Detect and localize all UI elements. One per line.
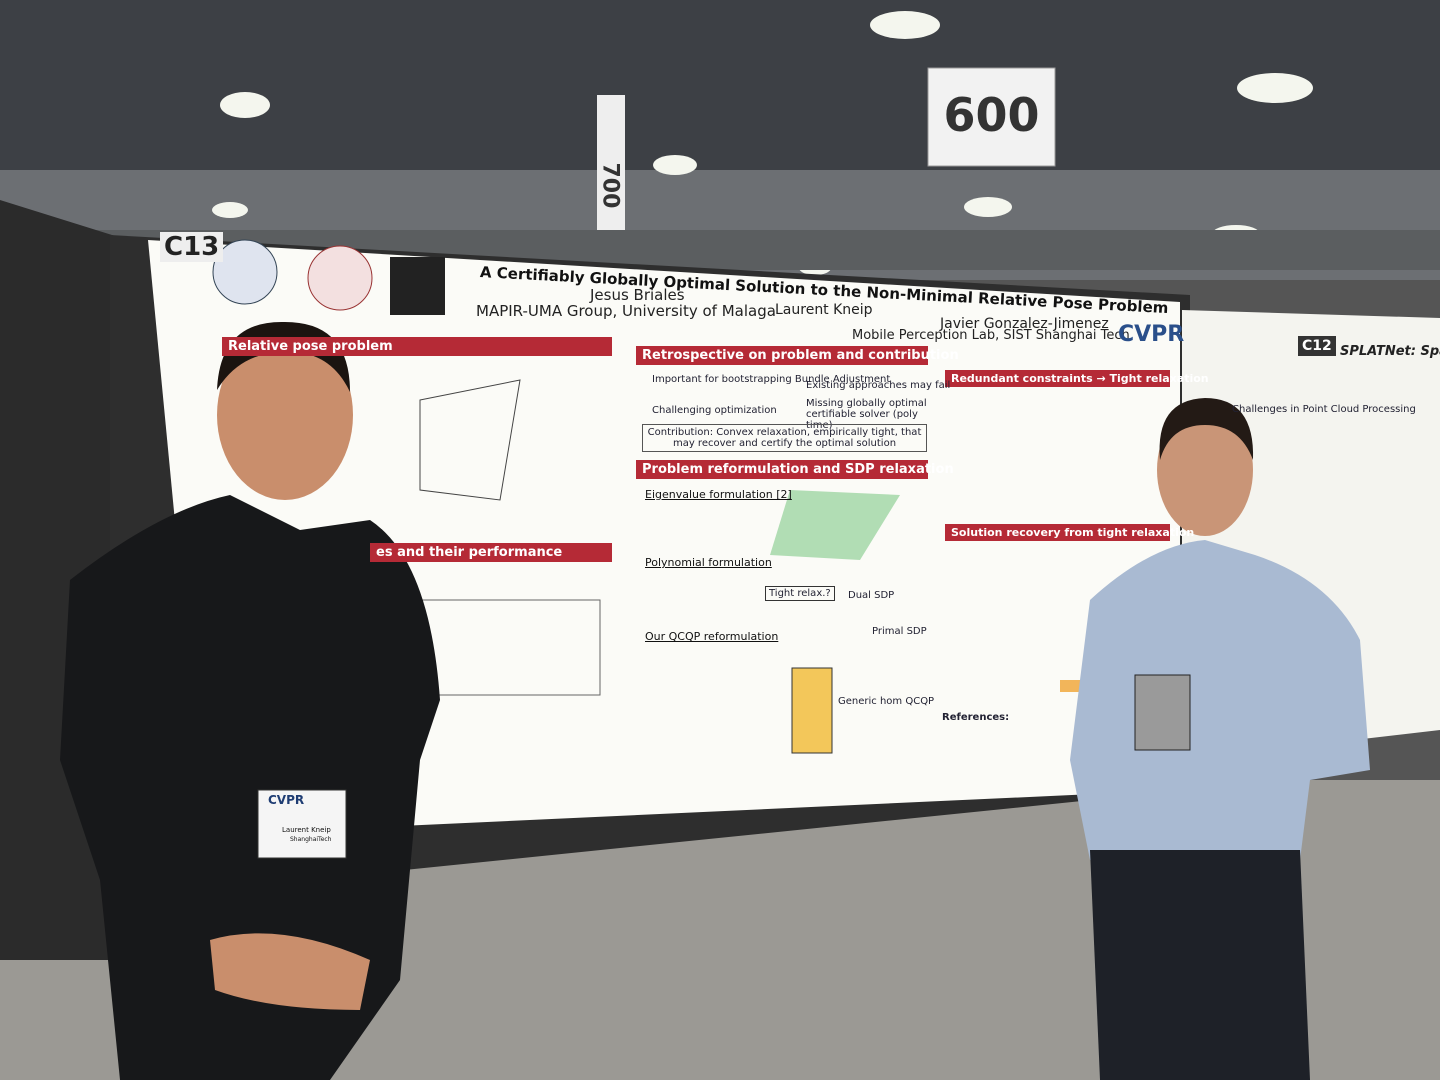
sign-700 bbox=[597, 95, 625, 255]
author: Laurent Kneip bbox=[775, 302, 873, 318]
person-left-head bbox=[217, 330, 353, 500]
subheading: Dual SDP bbox=[848, 590, 895, 601]
qr-code bbox=[390, 257, 445, 315]
sign-hall: 600 bbox=[943, 88, 1040, 142]
person-left-shirt bbox=[60, 495, 440, 1080]
section-header: Redundant constraints → Tight relaxation bbox=[945, 370, 1209, 387]
bullet: Important for bootstrapping Bundle Adjus… bbox=[652, 374, 891, 385]
badge bbox=[257, 789, 347, 859]
neighbor-title: SPLATNet: Spars bbox=[1340, 344, 1440, 359]
board-label: C13 bbox=[160, 232, 224, 262]
section-header: Problem reformulation and SDP relaxation bbox=[636, 460, 954, 479]
subheading: Primal SDP bbox=[872, 626, 927, 637]
person-right-head bbox=[1157, 404, 1253, 536]
badge-right bbox=[1134, 674, 1191, 751]
diagram-left bbox=[419, 379, 521, 501]
section-header: Relative pose problem bbox=[222, 337, 612, 356]
bullet: Existing approaches may fail bbox=[806, 380, 951, 391]
diagram-green bbox=[770, 490, 900, 560]
affiliation: Mobile Perception Lab, SIST Shanghai Tec… bbox=[852, 328, 1130, 343]
conference-logo: CVPR bbox=[1118, 322, 1185, 347]
subheading: Polynomial formulation bbox=[645, 556, 772, 569]
person-left-hands bbox=[210, 933, 370, 1010]
badge-affiliation: ShanghaiTech bbox=[290, 836, 332, 843]
subheading: Tight relax.? bbox=[765, 586, 835, 601]
sign-column: 700 bbox=[597, 162, 623, 209]
subheading: References: bbox=[942, 712, 1010, 723]
subheading: Our QCQP reformulation bbox=[645, 630, 779, 643]
badge-logo: CVPR bbox=[268, 793, 305, 807]
contribution: Contribution: Convex relaxation, empiric… bbox=[642, 424, 927, 452]
bullet: Challenging optimization bbox=[652, 405, 777, 416]
affiliation: MAPIR-UMA Group, University of Malaga bbox=[476, 302, 776, 320]
section-header: es and their performance bbox=[370, 543, 612, 562]
logo-shanghaitech bbox=[307, 245, 373, 311]
matrix-diagram bbox=[791, 667, 833, 754]
badge-name: Laurent Kneip bbox=[282, 826, 331, 834]
section-header: Retrospective on problem and contributio… bbox=[636, 346, 959, 365]
person-right-hair bbox=[1159, 398, 1254, 460]
author: Jesus Briales bbox=[590, 286, 685, 304]
section-header: Solution recovery from tight relaxation bbox=[945, 524, 1194, 541]
bullet: Missing globally optimal certifiable sol… bbox=[806, 398, 927, 431]
logo-malaga bbox=[212, 239, 278, 305]
person-right-jeans bbox=[1090, 850, 1310, 1080]
subheading: Eigenvalue formulation [2] bbox=[645, 488, 792, 501]
neighbor-section: Challenges in Point Cloud Processing bbox=[1232, 404, 1416, 415]
person-right-shirt bbox=[1070, 540, 1370, 860]
subheading: Generic hom QCQP bbox=[838, 696, 935, 707]
board-label: C12 bbox=[1298, 336, 1336, 356]
author: Javier Gonzalez-Jimenez bbox=[940, 316, 1109, 332]
sign-600 bbox=[927, 67, 1056, 167]
